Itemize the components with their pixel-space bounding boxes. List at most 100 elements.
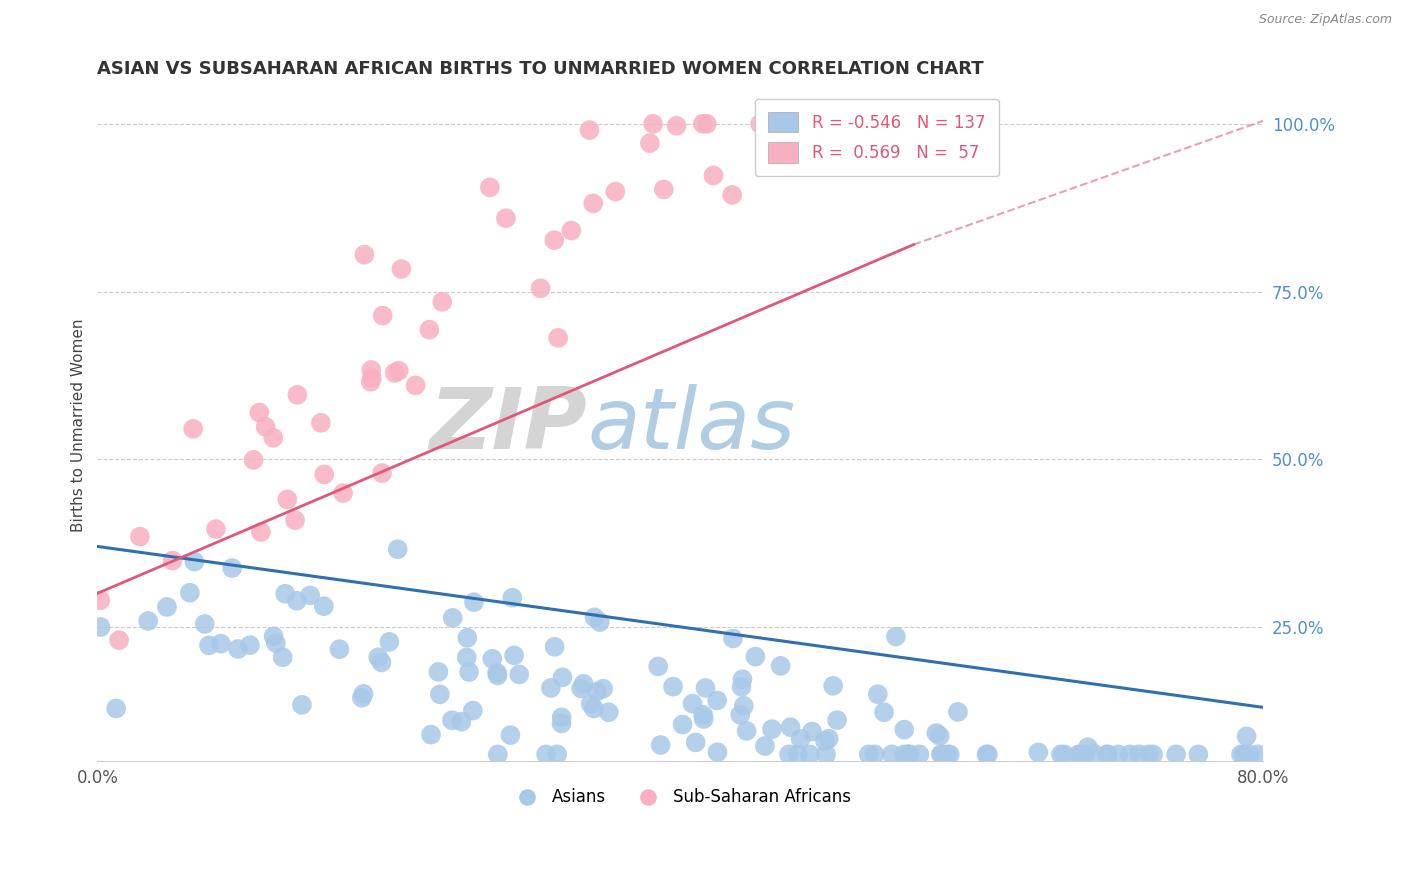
Point <box>353 687 375 701</box>
Point <box>508 667 530 681</box>
Point <box>1073 747 1095 762</box>
Point <box>1137 747 1160 762</box>
Point <box>1230 747 1253 762</box>
Point <box>806 117 828 131</box>
Text: ASIAN VS SUBSAHARAN AFRICAN BIRTHS TO UNMARRIED WOMEN CORRELATION CHART: ASIAN VS SUBSAHARAN AFRICAN BIRTHS TO UN… <box>97 60 984 78</box>
Point <box>128 530 150 544</box>
Point <box>262 431 284 445</box>
Point <box>695 681 717 695</box>
Point <box>456 631 478 645</box>
Point <box>299 588 322 602</box>
Point <box>799 747 821 762</box>
Point <box>976 747 998 762</box>
Point <box>209 637 232 651</box>
Point <box>481 652 503 666</box>
Point <box>1107 747 1129 762</box>
Point <box>371 309 394 323</box>
Point <box>350 690 373 705</box>
Point <box>844 117 866 131</box>
Point <box>1067 747 1090 762</box>
Point <box>441 611 464 625</box>
Point <box>560 223 582 237</box>
Point <box>486 665 509 680</box>
Point <box>569 681 592 696</box>
Point <box>550 710 572 724</box>
Point <box>823 679 845 693</box>
Point <box>264 636 287 650</box>
Point <box>647 659 669 673</box>
Point <box>1050 747 1073 762</box>
Point <box>589 615 612 629</box>
Point <box>89 593 111 607</box>
Point <box>546 747 568 762</box>
Point <box>543 233 565 247</box>
Point <box>931 747 953 762</box>
Point <box>1069 747 1091 762</box>
Point <box>685 735 707 749</box>
Point <box>1166 747 1188 762</box>
Point <box>440 713 463 727</box>
Point <box>198 638 221 652</box>
Point <box>696 117 718 131</box>
Point <box>893 723 915 737</box>
Point <box>1083 747 1105 761</box>
Point <box>1128 747 1150 762</box>
Point <box>977 747 1000 762</box>
Point <box>638 136 661 150</box>
Point <box>925 726 948 740</box>
Point <box>578 123 600 137</box>
Point <box>478 180 501 194</box>
Point <box>360 375 382 389</box>
Point <box>837 117 859 131</box>
Point <box>387 542 409 557</box>
Point <box>815 747 838 762</box>
Point <box>579 697 602 711</box>
Point <box>706 693 728 707</box>
Point <box>665 119 688 133</box>
Point <box>682 697 704 711</box>
Point <box>786 117 808 131</box>
Point <box>730 680 752 694</box>
Text: atlas: atlas <box>588 384 796 467</box>
Point <box>418 323 440 337</box>
Point <box>893 747 915 762</box>
Point <box>582 196 605 211</box>
Point <box>550 716 572 731</box>
Point <box>936 747 959 762</box>
Point <box>458 665 481 679</box>
Point <box>384 366 406 380</box>
Point <box>1233 747 1256 762</box>
Point <box>662 680 685 694</box>
Point <box>1187 747 1209 762</box>
Point <box>831 117 853 131</box>
Point <box>371 466 394 480</box>
Point <box>1095 747 1118 762</box>
Point <box>183 555 205 569</box>
Point <box>582 701 605 715</box>
Point <box>242 453 264 467</box>
Point <box>328 642 350 657</box>
Point <box>1247 747 1270 762</box>
Point <box>789 731 811 746</box>
Point <box>108 633 131 648</box>
Point <box>162 553 184 567</box>
Point <box>671 717 693 731</box>
Point <box>503 648 526 663</box>
Point <box>353 248 375 262</box>
Point <box>744 649 766 664</box>
Point <box>898 747 921 762</box>
Point <box>754 739 776 753</box>
Point <box>908 747 931 762</box>
Point <box>499 728 522 742</box>
Point <box>769 658 792 673</box>
Point <box>598 705 620 719</box>
Point <box>543 640 565 654</box>
Point <box>285 593 308 607</box>
Point <box>250 524 273 539</box>
Point <box>869 117 891 131</box>
Point <box>361 371 384 385</box>
Point <box>825 713 848 727</box>
Point <box>749 117 772 131</box>
Point <box>461 704 484 718</box>
Point <box>312 599 335 614</box>
